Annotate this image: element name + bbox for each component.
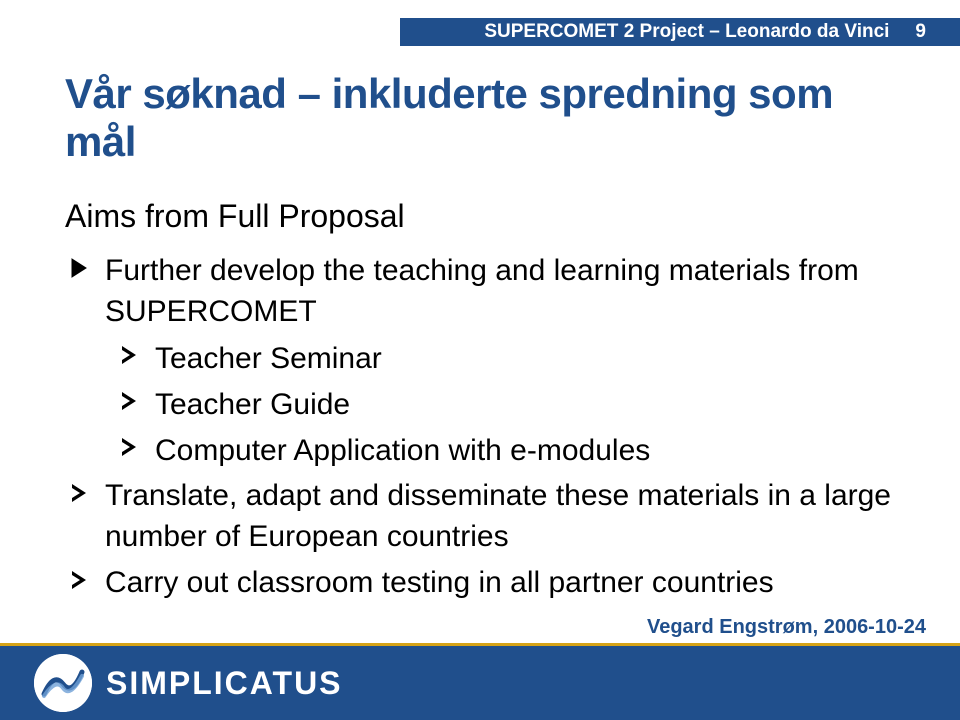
chevron-right-icon [69, 569, 91, 591]
bullet-text: Translate, adapt and disseminate these m… [105, 476, 900, 557]
chevron-right-icon [119, 390, 141, 412]
bullet-text: Carry out classroom testing in all partn… [105, 563, 774, 604]
header-project: SUPERCOMET 2 Project – Leonardo da Vinci [484, 21, 889, 43]
slide-content: Vår søknad – inkluderte spredning som må… [65, 70, 900, 610]
bullet-item: Carry out classroom testing in all partn… [69, 563, 900, 604]
footer-logo: SIMPLICATUS [34, 654, 343, 712]
header-bar: SUPERCOMET 2 Project – Leonardo da Vinci… [400, 18, 960, 46]
chevron-right-icon [69, 257, 91, 279]
bullet-text: Further develop the teaching and learnin… [105, 251, 900, 332]
sub-bullet-text: Teacher Seminar [155, 338, 382, 380]
sub-bullet-item: Teacher Seminar [119, 338, 900, 380]
sub-bullet-text: Computer Application with e-modules [155, 430, 650, 472]
sub-bullet-item: Teacher Guide [119, 384, 900, 426]
chevron-right-icon [69, 482, 91, 504]
chevron-right-icon [119, 436, 141, 458]
footer-bar: Vegard Engstrøm, 2006-10-24 SIMPLICATUS [0, 646, 960, 720]
footer-credit: Vegard Engstrøm, 2006-10-24 [647, 616, 926, 639]
logo-icon [34, 654, 92, 712]
header-page-number: 9 [915, 21, 926, 43]
bullet-list: Further develop the teaching and learnin… [65, 251, 900, 332]
slide-title: Vår søknad – inkluderte spredning som må… [65, 70, 900, 166]
bullet-list: Translate, adapt and disseminate these m… [65, 476, 900, 604]
sub-bullet-text: Teacher Guide [155, 384, 350, 426]
slide-subtitle: Aims from Full Proposal [65, 198, 900, 235]
bullet-item: Further develop the teaching and learnin… [69, 251, 900, 332]
bullet-item: Translate, adapt and disseminate these m… [69, 476, 900, 557]
sub-bullet-item: Computer Application with e-modules [119, 430, 900, 472]
sub-bullet-list: Teacher Seminar Teacher Guide Computer A… [65, 338, 900, 472]
chevron-right-icon [119, 344, 141, 366]
logo-text: SIMPLICATUS [106, 665, 343, 702]
